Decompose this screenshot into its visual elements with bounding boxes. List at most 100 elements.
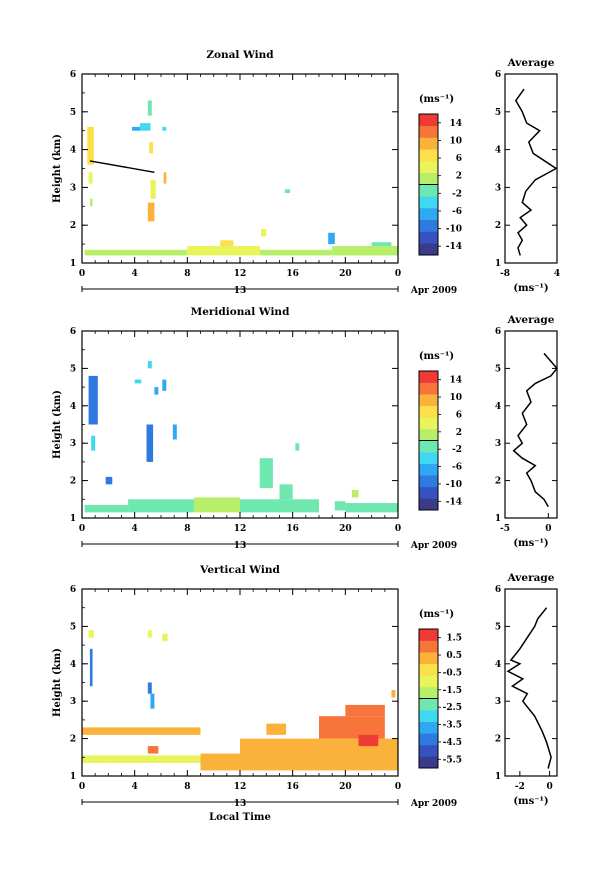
heatmap-cell: [147, 360, 152, 369]
colorbar-segment: [419, 125, 438, 138]
colorbar-segment: [419, 721, 438, 734]
date-axis-month-year: Apr 2009: [410, 286, 457, 296]
colorbar-segment: [419, 208, 438, 221]
colorbar-segment: [419, 196, 438, 209]
y-tick-label: 3: [70, 439, 76, 449]
profile-line: [506, 607, 552, 769]
colorbar-tick-label: -2: [452, 189, 462, 199]
y-tick-label: 6: [70, 585, 76, 595]
x-tick-label: 12: [234, 782, 247, 792]
panel-title: Meridional Wind: [191, 306, 290, 318]
colorbar-segment: [419, 428, 438, 441]
colorbar-segment: [419, 231, 438, 244]
x-tick-label: 0: [79, 269, 85, 279]
profile-x-label: (ms⁻¹): [513, 283, 548, 294]
colorbar-segment: [419, 675, 438, 688]
colorbar-tick-label: 2: [456, 428, 462, 438]
colorbar-tick-label: -14: [446, 242, 462, 252]
profile-y-tick-label: 2: [495, 221, 501, 231]
colorbar-segment: [419, 394, 438, 407]
heatmap-cell: [88, 630, 94, 638]
colorbar-segment: [419, 733, 438, 746]
colorbar-segment: [419, 686, 438, 699]
y-tick-label: 3: [70, 697, 76, 707]
profile-x-label: (ms⁻¹): [513, 796, 548, 807]
colorbar-tick-label: 0.5: [446, 651, 462, 661]
profile-y-tick-label: 1: [495, 259, 501, 269]
profile-y-tick-label: 4: [495, 660, 501, 670]
contour-line: [89, 160, 155, 173]
colorbar-tick-label: 10: [449, 136, 462, 146]
heatmap-cell: [88, 375, 98, 425]
profile-title: Average: [507, 57, 555, 69]
heatmap-cell: [150, 179, 156, 199]
colorbar-tick-label: -5.5: [443, 755, 462, 765]
profile-y-tick-label: 6: [495, 585, 501, 595]
colorbar-segment: [419, 219, 438, 232]
colorbar-segment: [419, 137, 438, 150]
colorbar-tick-label: 2: [456, 172, 462, 182]
profile-title: Average: [507, 314, 555, 326]
heatmap-cell: [328, 232, 335, 245]
heatmap-cell: [91, 435, 96, 451]
heatmap-cell: [358, 734, 379, 747]
profile-frame: [504, 330, 558, 519]
heatmap-cell: [147, 682, 152, 694]
colorbar-segment: [419, 371, 438, 383]
date-axis-day: 13: [234, 286, 247, 296]
x-tick-label: 8: [184, 782, 190, 792]
heatmap-cell: [259, 249, 333, 256]
heatmap-cell: [82, 727, 201, 735]
heatmap-cell: [259, 458, 273, 489]
heatmap-cell: [200, 753, 398, 771]
profile-line: [512, 352, 558, 508]
heatmap-cell: [261, 228, 267, 237]
x-tick-label: 4: [132, 524, 138, 534]
x-tick-label: 0: [79, 524, 85, 534]
heatmap-cell: [147, 202, 155, 222]
colorbar-tick-label: 6: [456, 410, 462, 420]
y-tick-label: 2: [70, 477, 76, 487]
colorbar-unit: (ms⁻¹): [419, 94, 454, 105]
y-tick-label: 4: [70, 146, 76, 156]
x-tick-label: 20: [339, 782, 352, 792]
profile-frame: [504, 73, 558, 264]
colorbar-segment: [419, 710, 438, 722]
heatmap-cell: [147, 746, 159, 754]
profile-x-label: (ms⁻¹): [513, 538, 548, 549]
x-tick-label: 8: [184, 524, 190, 534]
x-tick-label: 4: [132, 269, 138, 279]
date-axis-month-year: Apr 2009: [410, 541, 457, 551]
colorbar-tick-label: 6: [456, 154, 462, 164]
x-tick-label: 16: [286, 524, 299, 534]
date-axis-day: 13: [234, 799, 247, 809]
heatmap-cells: [82, 630, 398, 771]
colorbar-segment: [419, 756, 438, 769]
heatmap-cell: [89, 648, 93, 687]
colorbar-tick-label: -6: [452, 463, 462, 473]
x-tick-label: 16: [286, 782, 299, 792]
x-tick-label: 20: [339, 269, 352, 279]
colorbar-segment: [419, 440, 438, 453]
heatmap-cell: [187, 245, 260, 256]
x-tick-label: 0: [79, 782, 85, 792]
x-axis-label: Local Time: [209, 812, 271, 823]
heatmap-cell: [345, 503, 398, 513]
profile-y-tick-label: 1: [495, 514, 501, 524]
colorbar-segment: [419, 663, 438, 676]
heatmap-cell: [172, 424, 177, 440]
heatmap-cell: [146, 424, 154, 462]
y-tick-label: 2: [70, 221, 76, 231]
colorbar-tick-label: 1.5: [446, 634, 462, 644]
colorbar-tick-label: -10: [446, 480, 462, 490]
colorbar-tick-label: -14: [446, 497, 462, 507]
heatmap-cell: [147, 100, 152, 116]
colorbar-segment: [419, 382, 438, 395]
profile-y-tick-label: 5: [495, 364, 501, 374]
heatmap-cell: [105, 476, 113, 485]
colorbar-segment: [419, 161, 438, 174]
heatmap-cell: [82, 755, 109, 763]
x-tick-label: 12: [234, 524, 247, 534]
colorbar-segment: [419, 149, 438, 162]
colorbar-segment: [419, 652, 438, 665]
